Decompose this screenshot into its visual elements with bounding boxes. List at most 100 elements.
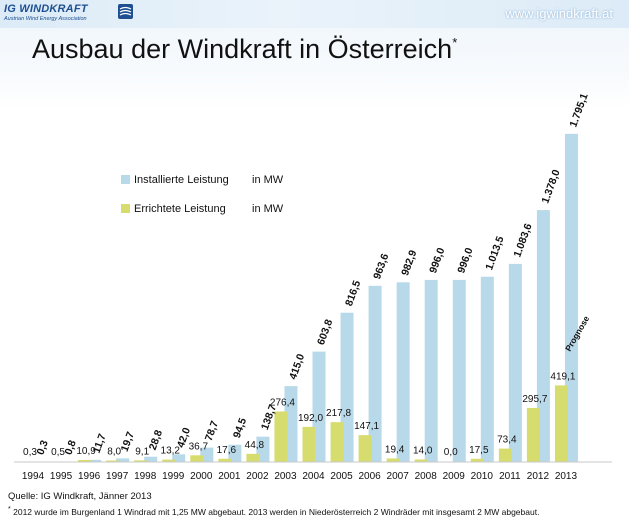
installed-value-label: 1.083,6 — [511, 222, 534, 259]
installed-bar — [228, 444, 242, 462]
installed-bar — [312, 351, 326, 462]
built-bar — [162, 459, 176, 462]
year-tick-label: 1995 — [50, 471, 73, 482]
built-value-label: 14,0 — [413, 445, 433, 456]
installed-value-label: 1.013,5 — [483, 235, 506, 272]
year-tick-label: 2002 — [246, 471, 269, 482]
built-value-label: 36,7 — [189, 441, 209, 452]
installed-value-label: 996,0 — [427, 246, 447, 275]
built-value-label: 276,4 — [270, 397, 295, 408]
built-value-label: 147,1 — [354, 421, 379, 432]
built-value-label: 192,0 — [298, 413, 323, 424]
built-bar — [554, 385, 568, 462]
footnote: * 2012 wurde im Burgenland 1 Windrad mit… — [8, 506, 539, 517]
installed-bar — [340, 312, 354, 462]
built-value-label: 44,8 — [245, 440, 265, 451]
built-value-label: 419,1 — [550, 371, 575, 382]
footnote-text: 2012 wurde im Burgenland 1 Windrad mit 1… — [13, 506, 540, 517]
installed-value-label: 78,7 — [203, 419, 221, 442]
year-tick-label: 2012 — [527, 471, 550, 482]
title-text: Ausbau der Windkraft in Österreich — [32, 34, 453, 64]
built-value-label: 9,1 — [135, 446, 149, 457]
year-tick-label: 2007 — [387, 471, 410, 482]
page-title: Ausbau der Windkraft in Österreich* — [32, 36, 457, 63]
installed-bar — [172, 454, 186, 462]
built-bar — [386, 458, 400, 462]
footnote-mark: * — [8, 506, 11, 513]
built-bar — [246, 453, 260, 462]
installed-value-label: 415,0 — [287, 352, 307, 381]
installed-bar — [200, 447, 214, 462]
built-bar — [358, 435, 372, 462]
installed-bar — [452, 279, 466, 462]
built-bar — [470, 458, 484, 462]
year-tick-label: 1994 — [22, 471, 45, 482]
installed-bar — [256, 436, 270, 462]
installed-bar — [144, 456, 158, 462]
year-tick-label: 2005 — [330, 471, 353, 482]
logo-name: IG WINDKRAFT — [4, 3, 88, 15]
installed-bar — [508, 263, 522, 462]
legend-unit: in MW — [252, 174, 284, 186]
built-value-label: 295,7 — [522, 394, 547, 405]
installed-bar — [284, 386, 298, 462]
built-bar — [330, 422, 344, 462]
logo-tagline: Austrian Wind Energy Association — [4, 16, 87, 22]
chart-bars — [22, 133, 578, 462]
chart-value-labels: 0,30,3 0,80,5 11,710,9 19,78,028,89,142,013… — [23, 92, 591, 458]
legend-series-name: Installierte Leistung — [134, 174, 229, 186]
built-bar — [78, 460, 92, 462]
installed-value-label: 94,5 — [231, 416, 249, 439]
built-value-label: 217,8 — [326, 408, 351, 419]
year-tick-label: 1997 — [106, 471, 129, 482]
installed-value-label: 0,3 — [35, 439, 51, 457]
installed-value-label: 1.378,0 — [539, 168, 562, 205]
built-bar — [106, 460, 120, 462]
built-bar — [302, 426, 316, 462]
year-tick-label: 2001 — [218, 471, 241, 482]
built-value-label: 0,0 — [444, 447, 458, 458]
built-value-label: 17,5 — [469, 445, 489, 456]
year-tick-label: 2013 — [555, 471, 578, 482]
year-tick-label: 2006 — [358, 471, 381, 482]
header-band — [0, 0, 629, 28]
built-bar — [190, 455, 204, 462]
year-tick-label: 2000 — [190, 471, 213, 482]
year-tick-label: 2004 — [302, 471, 325, 482]
built-value-label: 10,9 — [76, 446, 96, 457]
installed-bar — [424, 279, 438, 462]
website-url: www.igwindkraft.at — [505, 6, 613, 21]
ig-windkraft-logo: IG WINDKRAFT Austrian Wind Energy Associ… — [4, 3, 133, 25]
built-value-label: 19,4 — [385, 444, 405, 455]
wind-turbine-icon — [118, 4, 133, 19]
installed-bar — [480, 276, 494, 462]
year-tick-label: 1998 — [134, 471, 157, 482]
title-footnote-mark: * — [452, 35, 458, 50]
year-tick-label: 2011 — [499, 471, 521, 482]
built-bar — [498, 448, 512, 462]
year-tick-label: 2010 — [471, 471, 494, 482]
installed-value-label: 996,0 — [455, 246, 475, 275]
installed-bar — [396, 282, 410, 462]
built-bar — [134, 460, 148, 462]
year-tick-label: 2009 — [443, 471, 466, 482]
installed-bar — [116, 458, 130, 462]
built-bar — [526, 407, 540, 462]
year-tick-label: 2008 — [415, 471, 438, 482]
legend-unit: in MW — [252, 203, 284, 215]
installed-value-label: 816,5 — [343, 279, 363, 308]
installed-bar — [88, 459, 102, 462]
source-note: Quelle: IG Windkraft, Jänner 2013 — [8, 491, 152, 502]
built-value-label: 13,2 — [161, 446, 181, 457]
installed-bar — [368, 285, 382, 462]
built-value-label: 17,6 — [217, 445, 237, 456]
built-value-label: 0,5 — [51, 447, 65, 458]
legend-swatch — [121, 175, 130, 184]
x-axis-tick-labels: 1994 1995 1996 1997 1998 1999 2000 2001 2002 2003… — [22, 471, 578, 482]
built-value-label: 73,4 — [497, 435, 517, 446]
built-bar — [414, 459, 428, 462]
installed-value-label: 0,8 — [63, 439, 79, 457]
installed-bar — [536, 210, 550, 462]
installed-value-label: 603,8 — [315, 318, 335, 347]
